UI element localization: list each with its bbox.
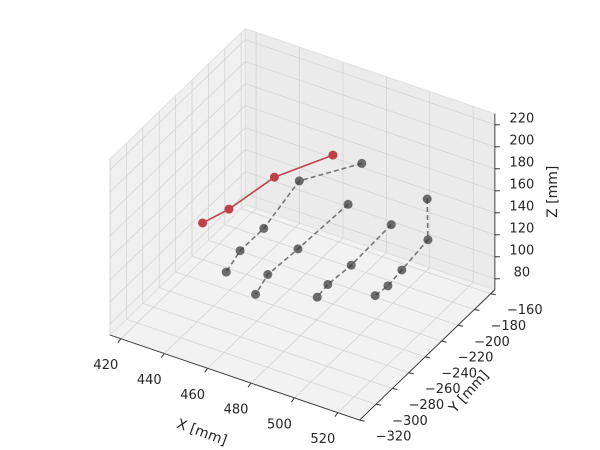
- series-line: [316, 224, 392, 298]
- x-tick: [204, 367, 209, 373]
- grid-line: [159, 287, 409, 374]
- x-tick: [160, 353, 165, 358]
- y-tick: [425, 356, 431, 359]
- y-tick: [457, 324, 464, 327]
- grid-line: [245, 193, 495, 280]
- grid-line: [109, 83, 246, 215]
- y-tick: [359, 419, 365, 422]
- point: [346, 260, 356, 270]
- point: [328, 150, 338, 160]
- y-tick: [408, 372, 414, 375]
- y-tick-label: −260: [425, 382, 461, 397]
- point: [293, 244, 303, 254]
- x-tick: [117, 338, 122, 344]
- grid-line: [109, 127, 246, 259]
- grid-line: [109, 105, 246, 237]
- grid-line: [109, 149, 246, 281]
- grid-line: [245, 105, 495, 192]
- point: [251, 289, 261, 299]
- x-tick-label: 520: [310, 432, 335, 447]
- point: [370, 291, 380, 301]
- point: [383, 281, 393, 291]
- point: [221, 267, 231, 277]
- series-line: [202, 154, 334, 224]
- point: [323, 279, 333, 289]
- z-tick-label: 80: [514, 265, 531, 280]
- grid-line: [294, 267, 431, 399]
- point: [343, 199, 353, 209]
- x-tick: [247, 382, 252, 388]
- point: [224, 204, 234, 214]
- x-tick-label: 460: [180, 388, 205, 403]
- z-tick-label: 140: [509, 199, 534, 214]
- y-tick-label: −160: [507, 303, 543, 318]
- x-axis-line: [109, 334, 360, 421]
- z-tick-label: 120: [509, 221, 534, 236]
- grid-line: [245, 149, 495, 236]
- point: [269, 172, 279, 182]
- y-tick: [490, 293, 496, 296]
- series-line: [254, 203, 349, 295]
- grid-line: [337, 282, 474, 413]
- z-tick-label: 180: [509, 155, 534, 170]
- grid-line: [175, 271, 426, 358]
- y-tick-label: −300: [392, 414, 428, 429]
- grid-line: [163, 222, 300, 354]
- y-tick: [441, 340, 447, 343]
- y-axis-line: [359, 289, 496, 421]
- grid-line: [245, 39, 495, 126]
- grid-line: [245, 171, 495, 258]
- y-tick-label: −280: [408, 398, 444, 413]
- z-tick-label: 200: [509, 133, 534, 148]
- grid-line: [126, 318, 377, 405]
- y-tick-label: −320: [376, 430, 412, 445]
- z-axis-label: Z [mm]: [545, 166, 561, 218]
- z-tick-label: 160: [509, 177, 534, 192]
- grid-line: [245, 127, 495, 214]
- point: [259, 223, 269, 233]
- x-tick-label: 480: [224, 403, 249, 418]
- x-tick-label: 440: [137, 373, 162, 388]
- y-tick-label: −220: [458, 351, 494, 366]
- point: [294, 176, 304, 186]
- grid-line: [109, 39, 246, 171]
- grid-line: [109, 171, 246, 303]
- grid-line: [109, 193, 246, 325]
- grid-line: [208, 239, 459, 326]
- grid-line: [245, 83, 495, 170]
- y-tick: [474, 309, 480, 311]
- grid-line: [250, 252, 387, 384]
- x-tick-label: 500: [267, 417, 292, 432]
- y-tick-label: −180: [490, 319, 526, 334]
- point: [357, 158, 367, 168]
- y-tick: [375, 403, 382, 406]
- point: [423, 235, 433, 245]
- grid-line: [245, 61, 495, 148]
- x-tick: [291, 397, 295, 403]
- z-tick-label: 100: [509, 243, 534, 258]
- z-tick-label: 220: [509, 111, 534, 126]
- y-tick-label: −240: [441, 366, 477, 381]
- x-tick: [334, 412, 339, 418]
- point: [422, 194, 432, 204]
- grid-line: [109, 61, 246, 193]
- x-axis-label: X [mm]: [174, 416, 229, 449]
- grid-line: [120, 208, 257, 339]
- y-tick-label: −200: [474, 335, 510, 350]
- point: [312, 292, 322, 302]
- point: [198, 218, 208, 228]
- y-tick: [392, 388, 398, 390]
- point: [386, 220, 396, 230]
- point: [397, 265, 407, 275]
- x-tick-label: 420: [93, 358, 118, 373]
- grid-line: [142, 303, 393, 389]
- point: [263, 270, 273, 280]
- point: [235, 246, 245, 256]
- grid-line: [207, 237, 344, 369]
